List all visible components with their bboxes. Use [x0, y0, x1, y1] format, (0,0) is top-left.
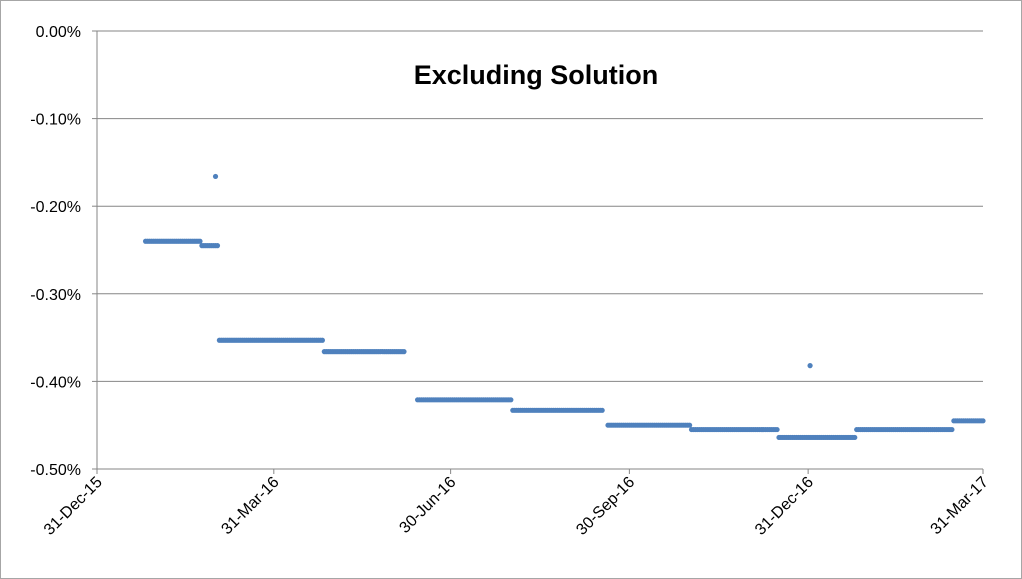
data-point — [687, 422, 693, 428]
data-point — [852, 434, 858, 441]
data-points — [142, 173, 986, 441]
gridlines — [97, 30, 983, 470]
y-tick-label: -0.30% — [30, 287, 81, 304]
data-point — [214, 243, 221, 249]
x-tick-label: 31-Dec-16 — [752, 474, 817, 539]
data-point — [319, 337, 325, 343]
data-point — [401, 349, 407, 355]
y-tick-label: -0.50% — [30, 462, 81, 479]
data-point — [197, 238, 203, 244]
data-point-outlier — [807, 363, 813, 369]
data-point — [774, 426, 780, 433]
data-point — [599, 407, 605, 413]
y-axis-ticks: 0.00% -0.10% -0.20% -0.30% -0.40% -0.50% — [30, 24, 97, 479]
data-point — [980, 418, 986, 424]
x-tick-label: 31-Mar-17 — [928, 474, 992, 538]
y-tick-label: -0.40% — [30, 374, 81, 391]
x-tick-label: 30-Sep-16 — [573, 474, 638, 539]
x-tick-label: 31-Dec-15 — [41, 474, 106, 539]
data-point — [949, 426, 955, 433]
y-tick-label: -0.20% — [30, 199, 81, 216]
x-axis-ticks: 31-Dec-15 31-Mar-16 30-Jun-16 30-Sep-16 31-D… — [41, 469, 992, 539]
y-tick-label: -0.10% — [30, 112, 81, 129]
x-tick-label: 30-Jun-16 — [396, 474, 459, 537]
chart-title: Excluding Solution — [414, 60, 659, 90]
data-point-outlier — [212, 173, 219, 180]
x-tick-label: 31-Mar-16 — [218, 474, 282, 538]
data-point — [508, 397, 514, 403]
axes — [96, 31, 983, 470]
y-tick-label: 0.00% — [36, 24, 81, 41]
